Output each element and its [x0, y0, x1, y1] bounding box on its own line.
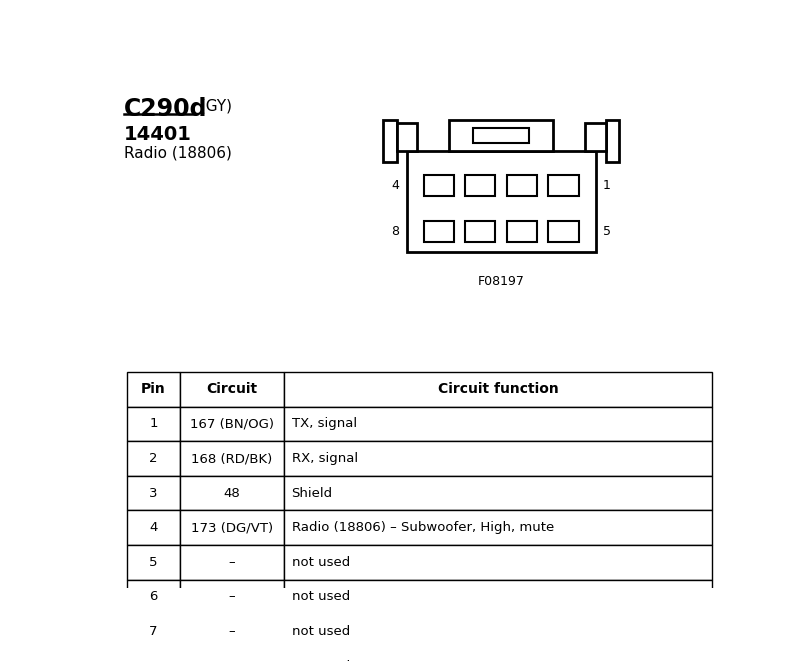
Text: –: –: [229, 590, 235, 603]
Bar: [180, 372, 284, 407]
Bar: [423, 175, 453, 196]
Text: 1: 1: [603, 179, 610, 192]
Text: 2: 2: [149, 452, 157, 465]
Bar: [284, 580, 711, 614]
Text: 168 (RD/BK): 168 (RD/BK): [191, 452, 272, 465]
Text: 4: 4: [391, 179, 399, 192]
Bar: [127, 545, 180, 580]
Bar: [127, 614, 180, 649]
Text: 6: 6: [149, 590, 157, 603]
Bar: [585, 122, 605, 151]
Text: not used: not used: [291, 556, 350, 569]
Text: RX, signal: RX, signal: [291, 452, 357, 465]
Bar: [284, 545, 711, 580]
Bar: [382, 120, 396, 162]
Text: Circuit: Circuit: [206, 382, 257, 397]
Bar: [284, 510, 711, 545]
Bar: [180, 545, 284, 580]
Bar: [180, 510, 284, 545]
Text: Radio (18806): Radio (18806): [123, 145, 231, 161]
Text: (GY): (GY): [195, 98, 231, 114]
Bar: [547, 175, 577, 196]
Bar: [423, 221, 453, 242]
Text: 5: 5: [149, 556, 157, 569]
Text: –: –: [229, 625, 235, 638]
Bar: [284, 372, 711, 407]
Text: not used: not used: [291, 625, 350, 638]
Text: 167 (BN/OG): 167 (BN/OG): [190, 417, 274, 430]
Text: 4: 4: [149, 522, 157, 534]
Text: not used: not used: [291, 590, 350, 603]
Text: Shield: Shield: [291, 486, 333, 500]
Text: 3: 3: [149, 486, 157, 500]
Text: 14401: 14401: [123, 125, 191, 144]
Text: –: –: [229, 556, 235, 569]
Bar: [284, 476, 711, 510]
Bar: [127, 580, 180, 614]
Text: 5: 5: [603, 225, 611, 238]
Text: 7: 7: [149, 625, 157, 638]
Bar: [465, 175, 495, 196]
Bar: [448, 120, 552, 151]
Bar: [180, 476, 284, 510]
Bar: [127, 372, 180, 407]
Bar: [506, 175, 536, 196]
Bar: [396, 122, 416, 151]
Bar: [127, 510, 180, 545]
Bar: [180, 649, 284, 661]
Bar: [605, 120, 619, 162]
Text: F08197: F08197: [477, 275, 524, 288]
Bar: [547, 221, 577, 242]
Text: 8: 8: [391, 225, 399, 238]
Bar: [284, 649, 711, 661]
Bar: [127, 649, 180, 661]
Bar: [472, 128, 529, 143]
Bar: [465, 221, 495, 242]
Text: 173 (DG/VT): 173 (DG/VT): [191, 522, 272, 534]
Bar: [284, 441, 711, 476]
Bar: [406, 151, 594, 253]
Text: Radio (18806) – Subwoofer, High, mute: Radio (18806) – Subwoofer, High, mute: [291, 522, 553, 534]
Text: Circuit function: Circuit function: [437, 382, 558, 397]
Bar: [180, 614, 284, 649]
Bar: [284, 614, 711, 649]
Bar: [180, 580, 284, 614]
Bar: [506, 221, 536, 242]
Text: 48: 48: [223, 486, 240, 500]
Text: TX, signal: TX, signal: [291, 417, 356, 430]
Bar: [180, 407, 284, 441]
Text: C290d: C290d: [123, 97, 207, 121]
Text: not used: not used: [291, 660, 350, 661]
Bar: [180, 441, 284, 476]
Text: 8: 8: [149, 660, 157, 661]
Text: Pin: Pin: [141, 382, 165, 397]
Bar: [127, 476, 180, 510]
Bar: [284, 407, 711, 441]
Text: 1: 1: [149, 417, 157, 430]
Bar: [127, 441, 180, 476]
Text: –: –: [229, 660, 235, 661]
Bar: [127, 407, 180, 441]
